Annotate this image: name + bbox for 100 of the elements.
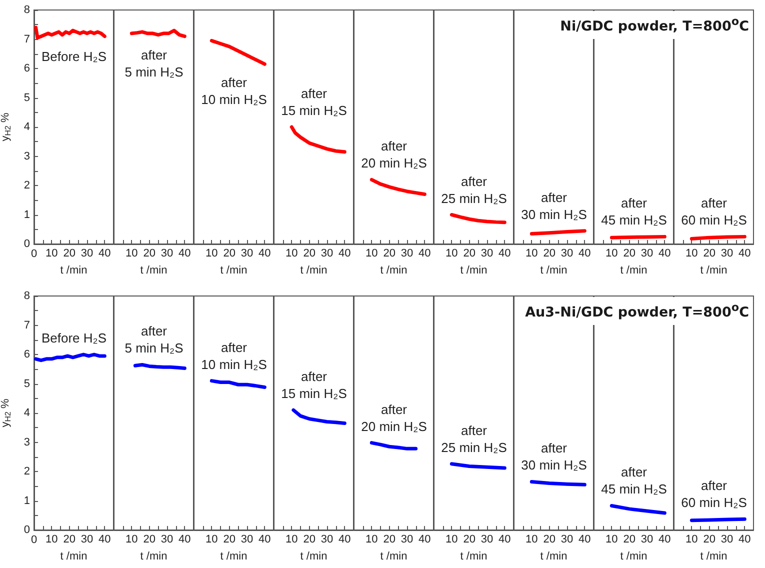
x-tick-label: 40	[338, 534, 351, 546]
x-tick-label: 10	[446, 534, 458, 546]
x-tick-label: 40	[498, 534, 511, 546]
x-tick-label: 40	[738, 248, 751, 260]
annotation: after 15 min H₂S	[281, 86, 348, 118]
annotation: after 25 min H₂S	[441, 422, 508, 455]
annotation: after 5 min H₂S	[124, 47, 184, 80]
annotation: after 25 min H₂S	[441, 174, 508, 206]
x-tick-label: 30	[400, 534, 414, 546]
x-tick-label: 40	[578, 248, 591, 260]
y-tick-label: 4	[24, 121, 30, 133]
x-tick-label: 40	[578, 534, 591, 546]
x-axis-title: t /min	[460, 264, 488, 276]
x-axis-title: t /min	[220, 550, 248, 562]
y-tick-label: 2	[24, 180, 30, 192]
x-axis-title: t /min	[140, 264, 168, 276]
x-tick-label: 10	[126, 248, 138, 260]
x-tick-label: 20	[63, 248, 76, 260]
annotation: after 45 min H₂S	[601, 464, 668, 497]
x-tick-label: 20	[143, 534, 156, 546]
x-tick-label: 30	[320, 248, 334, 260]
x-tick-label: 20	[223, 534, 236, 546]
x-tick-label: 40	[418, 248, 431, 260]
y-tick-label: 2	[24, 466, 30, 478]
x-tick-label: 10	[686, 248, 698, 260]
x-tick-label: 20	[303, 534, 316, 546]
text: Au3-Ni/GDC powder, T=800$^{o}$C	[521, 297, 753, 324]
x-tick-label: 20	[623, 534, 636, 546]
x-axis-title: t /min	[620, 264, 648, 276]
x-tick-label: 20	[63, 534, 76, 546]
y-tick-label: 4	[24, 407, 30, 419]
x-tick-label: 20	[223, 248, 236, 260]
x-tick-label: 30	[80, 534, 94, 546]
annotation: after 5 min H₂S	[124, 324, 184, 356]
x-axis-title: t /min	[460, 550, 488, 562]
x-tick-label: 10	[46, 534, 58, 546]
x-tick-label: 30	[80, 248, 94, 260]
line-series	[34, 26, 106, 40]
x-tick-label: 30	[480, 534, 494, 546]
x-tick-label: 40	[498, 248, 511, 260]
y-axis-title: yH2 %	[0, 398, 12, 428]
x-tick-label: 10	[526, 248, 538, 260]
x-tick-label: 20	[303, 248, 316, 260]
x-tick-label: 40	[738, 534, 751, 546]
y-tick-label: 7	[24, 319, 30, 332]
text: Ni/GDC powder, T=800$^{o}$C	[556, 11, 753, 38]
annotation: after 10 min H₂S	[201, 75, 268, 108]
x-tick-label: 30	[320, 534, 334, 546]
y-tick-label: 0	[24, 524, 30, 536]
y-tick-label: 1	[24, 208, 30, 221]
y-tick-label: 8	[24, 4, 30, 16]
x-tick-label: 30	[720, 534, 734, 546]
x-tick-label: 40	[98, 248, 111, 260]
x-tick-label: 10	[366, 534, 378, 546]
y-axis-title: yH2 %	[0, 112, 12, 142]
x-tick-label: 10	[206, 534, 218, 546]
annotation: after 60 min H₂S	[681, 196, 748, 228]
x-tick-label: 20	[463, 534, 476, 546]
annotation: after 20 min H₂S	[361, 402, 428, 434]
x-tick-label: 30	[160, 534, 174, 546]
x-tick-label: 10	[686, 534, 698, 546]
x-tick-label: 20	[703, 534, 716, 546]
x-axis-title: t /min	[540, 550, 568, 562]
x-tick-label: 30	[160, 248, 174, 260]
x-tick-label: 40	[258, 534, 271, 546]
annotation: after 30 min H₂S	[521, 190, 588, 222]
annotation: after 20 min H₂S	[361, 138, 428, 171]
y-tick-label: 3	[24, 150, 30, 162]
annotation: Before H₂S	[41, 48, 107, 64]
x-axis-title: t /min	[60, 550, 88, 562]
x-tick-label: 20	[703, 248, 716, 260]
x-tick-label: 40	[418, 534, 431, 546]
annotation: after 45 min H₂S	[601, 196, 668, 228]
annotation: after 60 min H₂S	[681, 478, 748, 510]
x-tick-label: 10	[526, 534, 538, 546]
x-tick-label: 20	[623, 248, 636, 260]
y-tick-label: 5	[24, 92, 30, 104]
x-tick-label: 10	[366, 248, 378, 260]
x-tick-label: 40	[178, 248, 191, 260]
x-axis-title: t /min	[380, 550, 408, 562]
x-tick-label: 20	[143, 248, 156, 260]
x-axis-title: t /min	[220, 264, 248, 276]
x-tick-label: 10	[446, 248, 458, 260]
x-tick-label: 40	[178, 534, 191, 546]
x-tick-label: 10	[606, 534, 618, 546]
x-tick-label: 10	[606, 248, 618, 260]
annotation: after 10 min H₂S	[201, 340, 268, 372]
x-tick-label: 20	[383, 534, 396, 546]
x-axis-title: t /min	[540, 264, 568, 276]
annotation: Before H₂S	[41, 330, 107, 346]
x-tick-label: 10	[286, 248, 298, 260]
x-axis-title: t /min	[60, 264, 88, 276]
x-tick-label: 30	[640, 534, 654, 546]
x-tick-label: 20	[463, 248, 476, 260]
x-axis-title: t /min	[300, 550, 328, 562]
y-tick-label: 5	[24, 378, 30, 390]
x-tick-label: 20	[543, 248, 556, 260]
y-tick-label: 3	[24, 436, 30, 448]
x-tick-label: 40	[338, 248, 351, 260]
x-axis-title: t /min	[700, 550, 728, 562]
